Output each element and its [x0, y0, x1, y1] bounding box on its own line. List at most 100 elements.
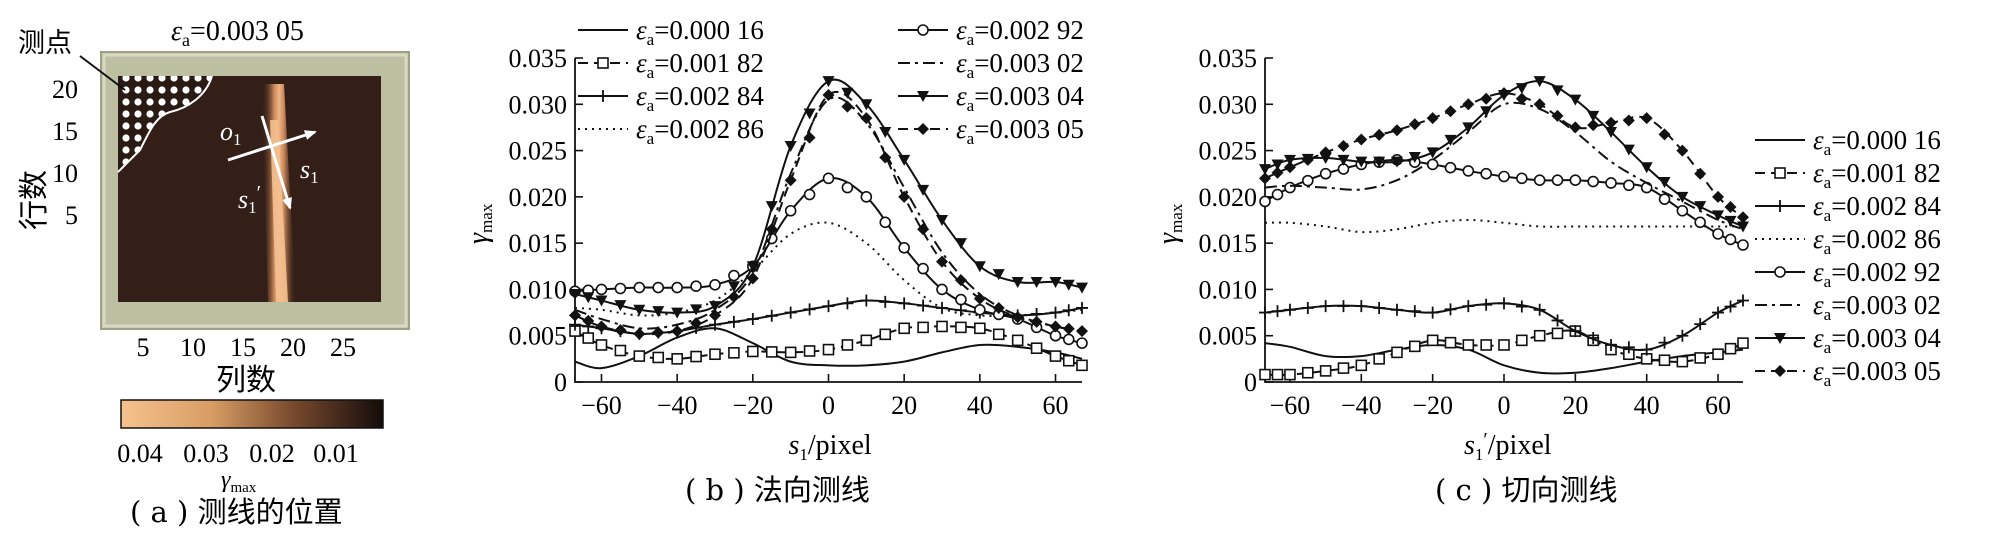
series-line [574, 177, 1083, 345]
data-point [1062, 304, 1075, 317]
data-point [1444, 134, 1457, 146]
data-point [954, 304, 967, 317]
s1-label: s1 [300, 155, 319, 187]
data-point [690, 280, 702, 292]
data-point [1676, 144, 1689, 157]
data-point [1480, 106, 1493, 118]
data-point [1062, 279, 1075, 291]
legend-label: εa=0.003 05 [956, 114, 1084, 148]
data-point [708, 309, 721, 322]
data-point [822, 76, 835, 88]
legend-item: εa=0.003 04 [1755, 323, 1941, 357]
s1p-label: s1′ [238, 182, 261, 217]
legend-item: εa=0.002 84 [578, 81, 764, 115]
data-point [727, 315, 740, 328]
legend-item: εa=0.003 05 [1755, 356, 1941, 390]
data-point [1319, 152, 1332, 164]
data-point [917, 321, 929, 334]
data-point [1622, 114, 1635, 127]
data-point [708, 301, 721, 313]
data-point [597, 57, 609, 69]
data-point [1724, 300, 1737, 313]
y-tick-label: 0.015 [1199, 229, 1258, 258]
colorbar-tick-label: 0.02 [249, 439, 295, 468]
x-axis-label: s1/pixel [789, 430, 872, 464]
data-point [1676, 355, 1689, 368]
data-point [1444, 105, 1457, 118]
panel-a-xtick-label: 5 [137, 333, 150, 362]
data-point [822, 343, 835, 356]
data-point [1462, 98, 1475, 111]
data-point [974, 303, 986, 316]
data-point [822, 172, 835, 185]
colorbar-tick-label: 0.04 [117, 439, 163, 468]
data-point [860, 191, 873, 203]
data-point [898, 241, 910, 254]
data-point [1480, 167, 1492, 180]
data-point [1271, 305, 1284, 318]
data-point [671, 325, 684, 338]
legend-item: εa=0.002 92 [1755, 257, 1941, 291]
data-point [1283, 303, 1296, 316]
panel-c: 0 0.005 0.010 0.015 0.020 0.025 0.030 0.035 −60 −… [1153, 44, 1941, 464]
data-point [841, 339, 854, 351]
panel-b-caption: ( b ) 法向测线 [685, 473, 870, 507]
s1p-axis-arrow [260, 115, 292, 210]
data-point [1774, 266, 1786, 278]
data-point [803, 345, 816, 357]
series-line [1264, 329, 1744, 376]
series-5 [1259, 154, 1749, 251]
data-point [954, 238, 967, 250]
data-point [1712, 210, 1725, 222]
data-point [1774, 333, 1786, 344]
data-point [1724, 233, 1737, 246]
data-point [1049, 320, 1062, 333]
data-point [1724, 201, 1737, 214]
data-point [595, 283, 608, 296]
data-point [1498, 170, 1510, 183]
legend-item: εa=0.000 16 [1755, 125, 1941, 159]
y-tick-label: 0.030 [1199, 90, 1258, 119]
data-point [841, 87, 854, 99]
data-point [1373, 301, 1386, 314]
series-line [1264, 80, 1744, 228]
data-point [633, 327, 646, 340]
data-point [1676, 191, 1689, 203]
series-2 [1259, 325, 1749, 381]
data-point [1498, 297, 1510, 310]
x-tick-label: 0 [822, 391, 835, 420]
data-point [1533, 76, 1546, 88]
data-point [597, 90, 609, 102]
data-point [841, 181, 854, 194]
data-point [1569, 94, 1582, 106]
data-point [1587, 175, 1599, 188]
data-point [1605, 116, 1618, 129]
data-point [860, 112, 873, 125]
data-point [671, 307, 684, 319]
data-point [1049, 306, 1062, 319]
data-point [860, 99, 873, 111]
data-point [784, 204, 797, 217]
data-point [1301, 153, 1314, 166]
data-point [1712, 190, 1725, 203]
data-point [803, 108, 816, 120]
data-point [1533, 329, 1546, 342]
data-point [1259, 195, 1271, 208]
data-point [822, 300, 835, 313]
data-point [1049, 350, 1062, 362]
data-point [1640, 112, 1653, 125]
data-point [1409, 340, 1421, 353]
data-point [746, 272, 759, 285]
y-tick-label: 0.035 [1199, 44, 1258, 73]
data-point [1426, 306, 1439, 319]
data-point [1462, 165, 1475, 177]
data-point [1284, 181, 1296, 194]
data-point [1337, 300, 1350, 313]
data-point [1622, 144, 1635, 156]
data-point [690, 350, 702, 363]
data-point [1694, 201, 1707, 213]
y-tick-label: 0 [554, 368, 567, 397]
y-axis-label: γmax [1153, 203, 1186, 244]
data-point [582, 332, 595, 344]
data-point [1737, 294, 1749, 307]
